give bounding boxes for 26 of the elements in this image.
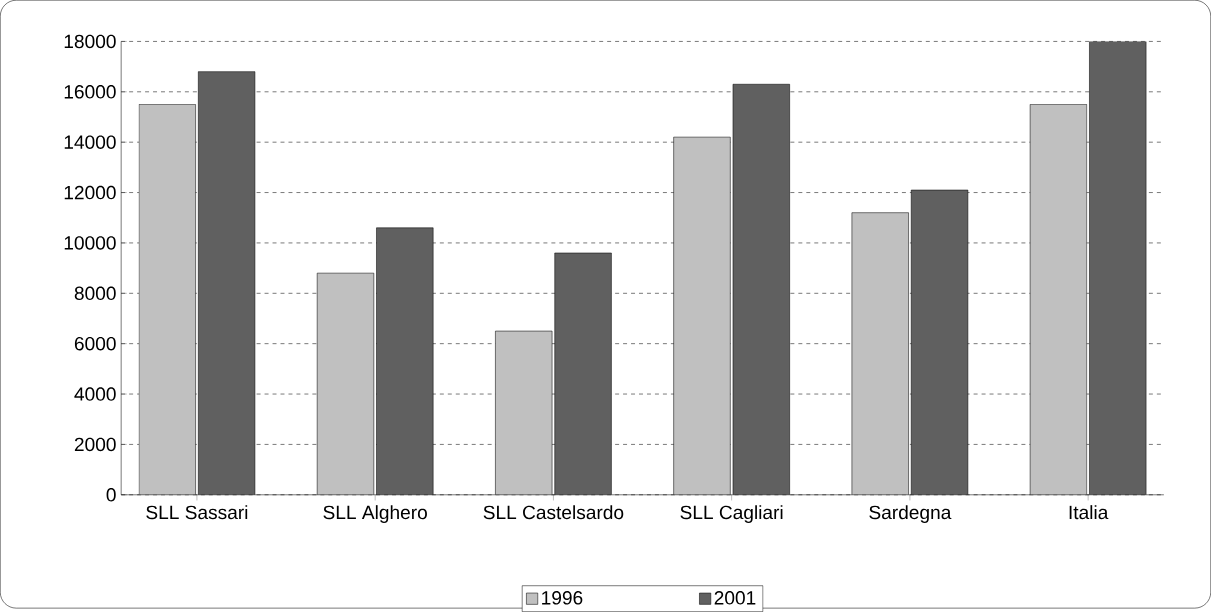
bar: [911, 190, 968, 495]
bar: [198, 71, 255, 495]
y-tick-label: 0: [106, 488, 116, 502]
y-tick-label: 10000: [64, 236, 116, 250]
bar: [1089, 41, 1147, 495]
bar: [732, 84, 790, 495]
y-tick-label: 6000: [74, 336, 116, 351]
x-tick-label: SLL Alghero: [323, 505, 427, 523]
y-tick-label: 12000: [64, 185, 116, 200]
bar: [138, 104, 196, 495]
legend-label: 2001: [714, 591, 756, 605]
x-tick-label: Italia: [1069, 505, 1109, 520]
y-tick-label: 8000: [74, 286, 116, 301]
y-tick-label: 16000: [64, 85, 116, 99]
x-tick-label: SLL Cagliari: [680, 505, 783, 523]
y-tick-label: 14000: [64, 135, 116, 149]
y-tick-label: 2000: [74, 437, 116, 452]
legend-label: 1996: [542, 591, 583, 605]
bar: [1029, 104, 1088, 495]
bar: [376, 227, 434, 495]
y-tick-label: 18000: [64, 34, 116, 49]
x-tick-label: SLL Castelsardo: [483, 505, 624, 520]
y-tick-label: 4000: [74, 387, 116, 401]
x-tick-label: Sardegna: [869, 505, 952, 523]
x-tick-label: SLL Sassari: [146, 505, 248, 520]
bar: [554, 253, 612, 495]
